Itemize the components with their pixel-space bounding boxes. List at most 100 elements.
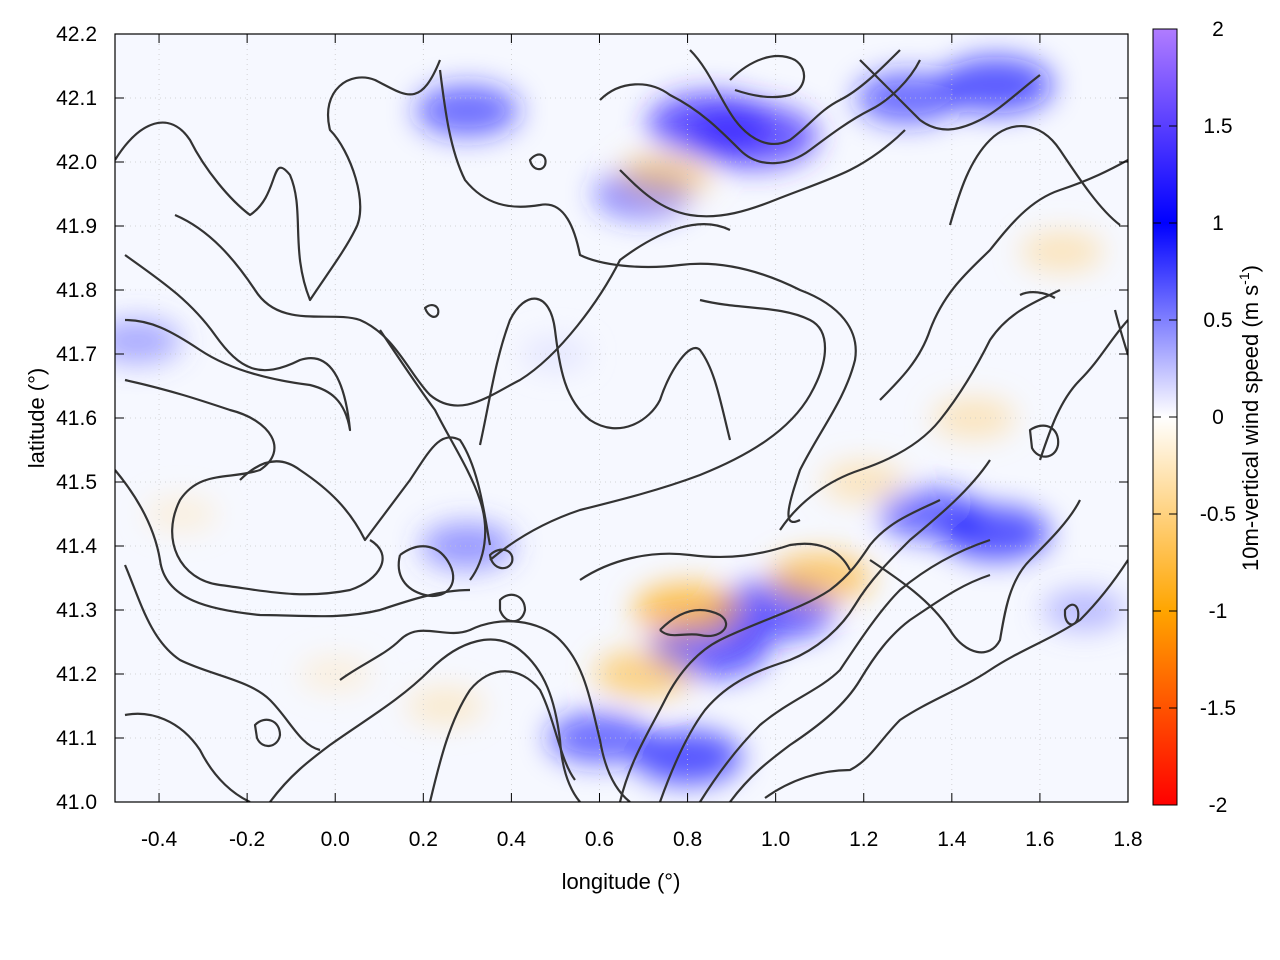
y-axis-title: latitude (°) bbox=[24, 368, 49, 469]
contour-line bbox=[253, 718, 282, 747]
colorbar-title-exponent: -1 bbox=[1236, 272, 1252, 285]
contour-line bbox=[428, 670, 576, 802]
y-tick-label: 42.1 bbox=[56, 87, 97, 110]
colorbar-tick-label: 1 bbox=[1212, 212, 1224, 235]
contour-line bbox=[699, 538, 991, 802]
contour-line bbox=[659, 608, 728, 638]
field-feature bbox=[938, 56, 1053, 114]
field-feature bbox=[115, 319, 182, 364]
x-tick-label: 1.0 bbox=[761, 828, 790, 851]
field-feature bbox=[618, 151, 713, 199]
contour-line bbox=[764, 559, 1128, 799]
colorbar-tick-label: 0.5 bbox=[1203, 309, 1232, 332]
y-tick-label: 42.2 bbox=[56, 23, 97, 46]
contour-line bbox=[115, 469, 471, 618]
x-tick-label: 0.8 bbox=[673, 828, 702, 851]
contour-line bbox=[498, 593, 527, 623]
y-tick-label: 42.0 bbox=[56, 151, 97, 174]
contour-line bbox=[423, 304, 440, 318]
contour-line bbox=[879, 159, 1128, 401]
field-feature bbox=[822, 461, 906, 503]
colorbar-tick-label: 2 bbox=[1212, 18, 1224, 41]
x-tick-label: 1.4 bbox=[937, 828, 967, 851]
contour-line bbox=[689, 49, 901, 145]
field-feature bbox=[767, 552, 872, 604]
colorbar-tick-label: 1.5 bbox=[1203, 115, 1232, 138]
contour-line bbox=[1019, 291, 1056, 299]
contour-line bbox=[339, 620, 631, 802]
contour-line bbox=[239, 436, 492, 546]
x-tick-label: 0.2 bbox=[409, 828, 438, 851]
field-feature bbox=[594, 649, 693, 699]
contour-line bbox=[1028, 424, 1060, 458]
colorbar: 2 1.5 1 0.5 0 -0.5 -1 -1.5 -2 10m-vertical wind … bbox=[1152, 18, 1263, 817]
contour-line bbox=[658, 459, 991, 802]
contour-line bbox=[489, 298, 827, 561]
contour-line bbox=[438, 69, 857, 523]
colorbar-tick-label: -2 bbox=[1209, 794, 1228, 817]
wind-field bbox=[115, 56, 1126, 785]
y-tick-label: 41.4 bbox=[56, 535, 97, 558]
field-feature bbox=[1020, 230, 1104, 273]
y-tick-label: 41.3 bbox=[56, 599, 97, 622]
contour-line bbox=[869, 499, 1081, 654]
y-axis-ticks: 41.0 41.1 41.2 41.3 41.4 41.5 41.6 41.7 41.8 41.9… bbox=[56, 23, 1128, 814]
contour-line bbox=[124, 712, 251, 802]
contour-line bbox=[124, 254, 352, 432]
contour-line bbox=[478, 297, 732, 446]
field-feature bbox=[855, 72, 960, 124]
contour-line bbox=[618, 499, 941, 802]
contour-line bbox=[579, 542, 851, 581]
contour-line bbox=[379, 329, 487, 581]
x-tick-label: 1.6 bbox=[1025, 828, 1054, 851]
contour-line bbox=[599, 59, 921, 165]
colorbar-title-suffix: ) bbox=[1238, 265, 1263, 272]
y-tick-label: 41.0 bbox=[56, 791, 97, 814]
colorbar-tick-label: 0 bbox=[1212, 406, 1224, 429]
field-feature bbox=[647, 92, 772, 155]
field-feature bbox=[1042, 589, 1126, 631]
field-feature bbox=[415, 84, 520, 137]
contour-line bbox=[123, 564, 321, 752]
field-feature bbox=[932, 397, 1016, 439]
field-feature bbox=[406, 686, 485, 726]
colorbar-title: 10m-vertical wind speed (m s-1) bbox=[1236, 265, 1263, 571]
colorbar-title-main: 10m-vertical wind speed (m s bbox=[1238, 285, 1263, 571]
contour-line bbox=[488, 548, 514, 570]
x-tick-label: -0.2 bbox=[229, 828, 265, 851]
field-feature bbox=[144, 495, 218, 533]
x-tick-label: 0.6 bbox=[585, 828, 614, 851]
contour-line bbox=[859, 59, 1041, 131]
y-tick-label: 41.9 bbox=[56, 215, 97, 238]
field-feature bbox=[633, 730, 742, 785]
x-tick-label: 1.2 bbox=[849, 828, 878, 851]
contour-line bbox=[528, 153, 547, 171]
colorbar-tick-label: -1.5 bbox=[1200, 697, 1236, 720]
contour-line bbox=[115, 59, 442, 302]
y-tick-label: 41.1 bbox=[56, 727, 97, 750]
y-tick-label: 41.8 bbox=[56, 279, 97, 302]
contour-line bbox=[1063, 603, 1080, 626]
y-tick-label: 41.6 bbox=[56, 407, 97, 430]
contour-line bbox=[1113, 309, 1128, 356]
x-tick-label: -0.4 bbox=[141, 828, 178, 851]
contour-line bbox=[729, 55, 806, 99]
contour-line bbox=[948, 125, 1121, 226]
terrain-contours bbox=[115, 49, 1128, 802]
contour-line bbox=[174, 213, 731, 407]
contour-line bbox=[779, 289, 1061, 531]
contour-line bbox=[619, 129, 906, 218]
plot-area: -0.4 -0.2 0.0 0.2 0.4 0.6 0.8 1.0 1.2 1.4 1.6 1.8 4… bbox=[56, 23, 1142, 851]
y-tick-label: 41.5 bbox=[56, 471, 97, 494]
contour-line bbox=[397, 545, 455, 598]
contour-line bbox=[1038, 319, 1128, 461]
x-tick-label: 1.8 bbox=[1113, 828, 1142, 851]
x-tick-label: 0.4 bbox=[497, 828, 527, 851]
y-tick-label: 41.7 bbox=[56, 343, 97, 366]
contour-line bbox=[729, 573, 991, 802]
colorbar-tick-label: -0.5 bbox=[1200, 503, 1236, 526]
field-feature bbox=[941, 506, 1051, 561]
contour-line bbox=[269, 638, 581, 802]
x-axis-ticks: -0.4 -0.2 0.0 0.2 0.4 0.6 0.8 1.0 1.2 1.4 1.6 1.8 bbox=[141, 34, 1143, 851]
